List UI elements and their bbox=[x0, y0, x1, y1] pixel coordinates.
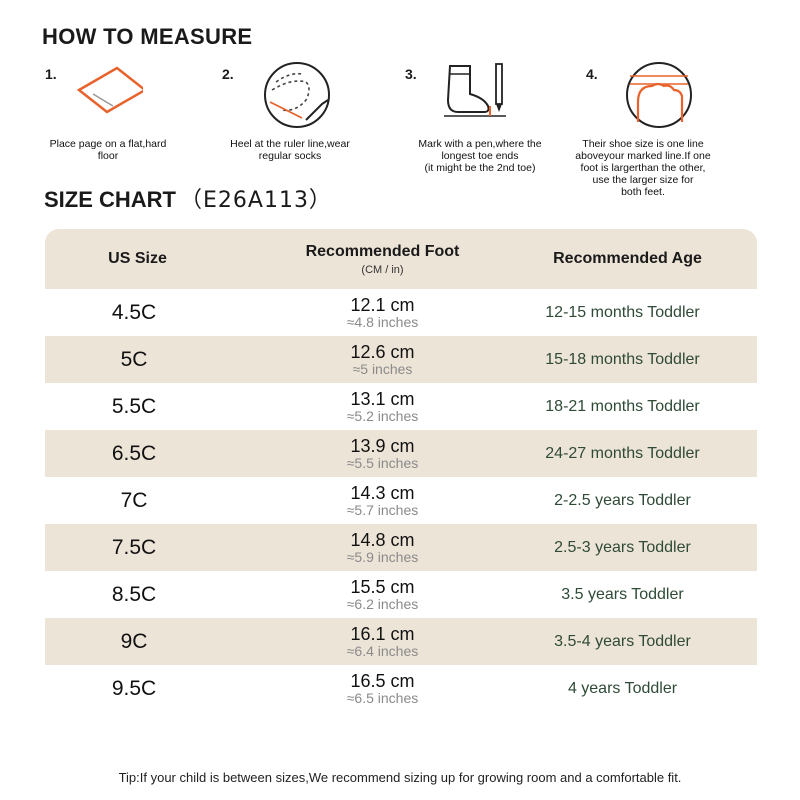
step-number: 1. bbox=[45, 66, 57, 82]
foot-cell: 12.1 cm ≈4.8 inches bbox=[280, 289, 485, 336]
measure-step-2: 2. Heel at the ruler line,wear regular s… bbox=[222, 60, 392, 180]
table-row: 6.5C 13.9 cm ≈5.5 inches 24-27 months To… bbox=[45, 430, 757, 477]
step-number: 2. bbox=[222, 66, 234, 82]
foot-cm: 16.1 cm bbox=[350, 623, 415, 644]
foot-cm: 15.5 cm bbox=[350, 576, 415, 597]
measure-step-4: 4. Their shoe size is one line aboveyour… bbox=[575, 60, 756, 200]
foot-cm: 12.1 cm bbox=[350, 294, 415, 315]
foot-inches: ≈5 inches bbox=[352, 360, 413, 377]
step-number: 4. bbox=[586, 66, 598, 82]
age-cell: 12-15 months Toddler bbox=[545, 303, 700, 321]
age-cell: 24-27 months Toddler bbox=[545, 444, 700, 462]
foot-cm: 12.6 cm bbox=[350, 341, 415, 362]
age-cell: 3.5-4 years Toddler bbox=[554, 632, 691, 650]
header-us-size: US Size bbox=[45, 229, 230, 289]
table-row: 5C 12.6 cm ≈5 inches 15-18 months Toddle… bbox=[45, 336, 757, 383]
foot-cm: 13.9 cm bbox=[350, 435, 415, 456]
foot-outline-with-lines-icon bbox=[626, 62, 692, 128]
age-cell: 18-21 months Toddler bbox=[545, 397, 700, 415]
paper-on-floor-icon bbox=[76, 66, 143, 114]
size-chart-table: US Size Recommended Foot (CM / in) Recom… bbox=[45, 229, 757, 719]
foot-inches: ≈6.5 inches bbox=[346, 689, 419, 706]
size-cell: 5.5C bbox=[111, 394, 157, 418]
size-cell: 7.5C bbox=[111, 535, 157, 559]
foot-inches: ≈6.2 inches bbox=[346, 595, 419, 612]
age-cell: 3.5 years Toddler bbox=[561, 585, 684, 603]
size-cell: 6.5C bbox=[111, 441, 157, 465]
foot-inches: ≈5.7 inches bbox=[346, 501, 419, 518]
foot-cm: 14.3 cm bbox=[350, 482, 415, 503]
table-row: 9.5C 16.5 cm ≈6.5 inches 4 years Toddler bbox=[45, 665, 757, 712]
sizing-tip: Tip:If your child is between sizes,We re… bbox=[118, 770, 682, 785]
size-chart-label: SIZE CHART bbox=[44, 187, 176, 212]
product-code: （E26A113） bbox=[180, 188, 332, 213]
step-text: Place page on a flat,hard floor bbox=[49, 138, 167, 162]
foot-cm: 14.8 cm bbox=[350, 529, 415, 550]
table-row: 7C 14.3 cm ≈5.7 inches 2-2.5 years Toddl… bbox=[45, 477, 757, 524]
foot-inches: ≈5.2 inches bbox=[346, 407, 419, 424]
size-cell: 9C bbox=[120, 629, 148, 653]
foot-cell: 13.9 cm ≈5.5 inches bbox=[280, 430, 485, 477]
foot-inches: ≈5.5 inches bbox=[346, 454, 419, 471]
age-cell: 2.5-3 years Toddler bbox=[554, 538, 691, 556]
foot-cell: 12.6 cm ≈5 inches bbox=[280, 336, 485, 383]
step-number: 3. bbox=[405, 66, 417, 82]
table-row: 7.5C 14.8 cm ≈5.9 inches 2.5-3 years Tod… bbox=[45, 524, 757, 571]
foot-cell: 14.8 cm ≈5.9 inches bbox=[280, 524, 485, 571]
foot-cell: 15.5 cm ≈6.2 inches bbox=[280, 571, 485, 618]
size-chart-title: SIZE CHART （E26A113） bbox=[44, 182, 332, 214]
sock-and-pen-icon bbox=[444, 63, 506, 117]
header-label: US Size bbox=[108, 250, 167, 267]
step-text: Their shoe size is one line aboveyour ma… bbox=[575, 138, 711, 198]
table-row: 5.5C 13.1 cm ≈5.2 inches 18-21 months To… bbox=[45, 383, 757, 430]
foot-inches: ≈6.4 inches bbox=[346, 642, 419, 659]
header-label: Recommended Foot bbox=[305, 242, 460, 260]
measure-step-3: 3. Mark with a pen,where the longest toe… bbox=[405, 60, 575, 180]
foot-cell: 14.3 cm ≈5.7 inches bbox=[280, 477, 485, 524]
header-recommended-foot: Recommended Foot (CM / in) bbox=[280, 229, 485, 289]
size-cell: 4.5C bbox=[111, 300, 157, 324]
size-cell: 7C bbox=[120, 488, 148, 512]
size-cell: 5C bbox=[120, 347, 148, 371]
foot-cm: 16.5 cm bbox=[350, 670, 415, 691]
age-cell: 2-2.5 years Toddler bbox=[554, 491, 691, 509]
table-header: US Size Recommended Foot (CM / in) Recom… bbox=[45, 229, 757, 289]
table-row: 4.5C 12.1 cm ≈4.8 inches 12-15 months To… bbox=[45, 289, 757, 336]
header-label: Recommended Age bbox=[553, 250, 702, 267]
size-cell: 8.5C bbox=[111, 582, 157, 606]
foot-cell: 16.5 cm ≈6.5 inches bbox=[280, 665, 485, 712]
table-row: 8.5C 15.5 cm ≈6.2 inches 3.5 years Toddl… bbox=[45, 571, 757, 618]
how-to-measure-title: HOW TO MEASURE bbox=[42, 24, 253, 49]
foot-cell: 13.1 cm ≈5.2 inches bbox=[280, 383, 485, 430]
foot-cm: 13.1 cm bbox=[350, 388, 415, 409]
foot-inches: ≈4.8 inches bbox=[346, 313, 419, 330]
age-cell: 15-18 months Toddler bbox=[545, 350, 700, 368]
header-recommended-age: Recommended Age bbox=[515, 229, 740, 289]
foot-cell: 16.1 cm ≈6.4 inches bbox=[280, 618, 485, 665]
measure-step-1: 1. Place page on a flat,hard floor bbox=[45, 60, 215, 180]
size-cell: 9.5C bbox=[111, 676, 157, 700]
foot-inches: ≈5.9 inches bbox=[346, 548, 419, 565]
table-row: 9C 16.1 cm ≈6.4 inches 3.5-4 years Toddl… bbox=[45, 618, 757, 665]
header-unit: (CM / in) bbox=[361, 263, 404, 276]
step-text: Heel at the ruler line,wear regular sock… bbox=[230, 138, 350, 162]
age-cell: 4 years Toddler bbox=[567, 679, 678, 697]
step-text: Mark with a pen,where the longest toe en… bbox=[418, 138, 542, 174]
heel-at-ruler-icon bbox=[264, 62, 330, 128]
